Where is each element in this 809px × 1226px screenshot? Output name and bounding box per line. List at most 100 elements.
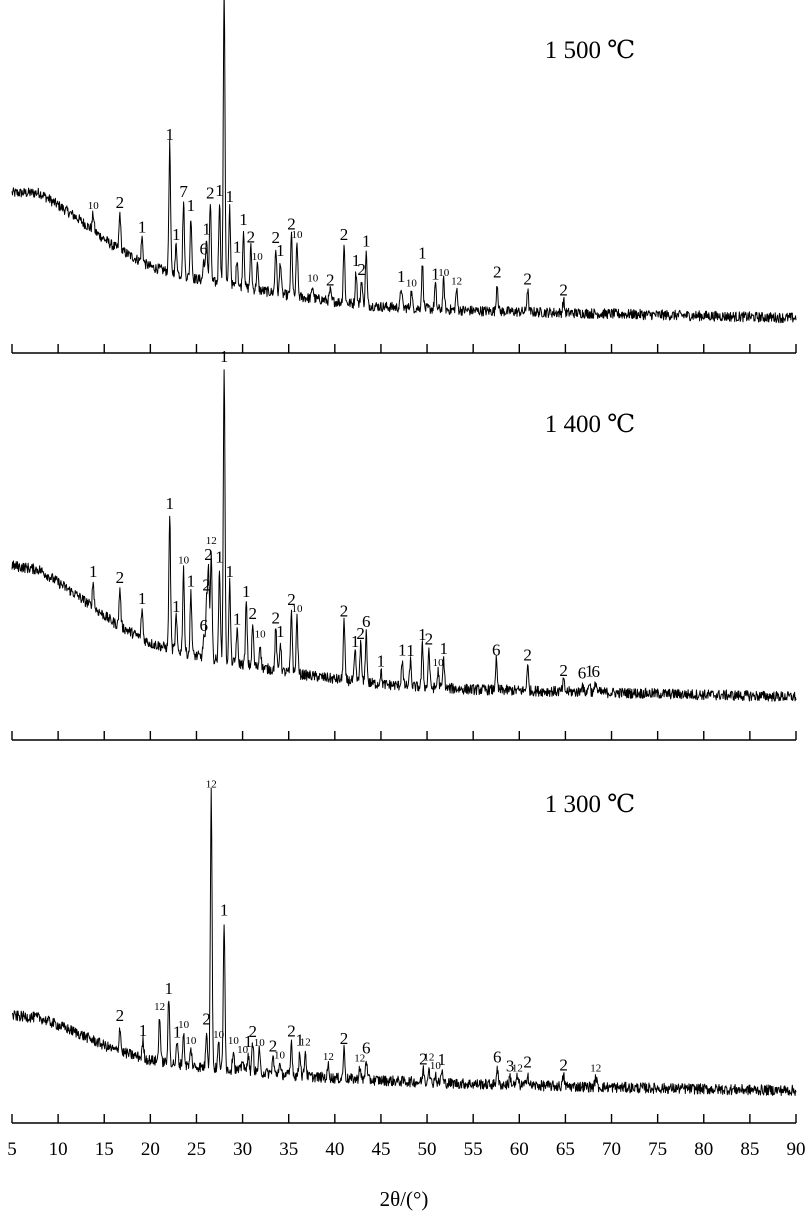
- peak-label: 10: [274, 1050, 286, 1062]
- peak-label: 1: [202, 220, 211, 239]
- x-tick-label: 85: [740, 1139, 759, 1160]
- peak-label: 2: [272, 608, 281, 627]
- peak-label: 10: [213, 1029, 225, 1041]
- peak-label: 1: [89, 562, 98, 581]
- peak-label: 2: [559, 1056, 568, 1075]
- x-tick-label: 5: [7, 1139, 17, 1160]
- xrd-trace: [11, 0, 797, 324]
- peak-label: 12: [590, 1062, 601, 1074]
- peak-label: 1: [362, 232, 371, 251]
- peak-label: 10: [406, 278, 418, 290]
- peak-label: 10: [178, 554, 190, 566]
- peak-label: 10: [88, 200, 100, 212]
- x-tick-label: 80: [694, 1139, 713, 1160]
- peak-label: 10: [438, 267, 450, 279]
- peak-label: 1: [220, 901, 229, 920]
- peak-label: 2: [206, 184, 215, 203]
- peak-label: 2: [287, 1021, 296, 1040]
- peak-label: 1: [418, 625, 427, 644]
- peak-label: 1: [225, 562, 234, 581]
- peak-label: 2: [523, 646, 532, 665]
- x-tick-label: 10: [49, 1139, 68, 1160]
- peak-label: 2: [425, 630, 434, 649]
- peak-label: 12: [323, 1051, 334, 1063]
- peak-label: 2: [357, 260, 366, 279]
- peak-label: 1: [438, 1050, 447, 1069]
- peak-label: 1: [296, 1030, 305, 1049]
- peak-label: 7: [179, 182, 188, 201]
- peak-label: 6: [200, 240, 209, 259]
- x-tick-label: 50: [418, 1139, 437, 1160]
- peak-label: 2: [269, 1037, 278, 1056]
- peak-label: 6: [578, 664, 587, 683]
- peak-label: 6: [200, 616, 209, 635]
- peak-label: 1: [215, 181, 224, 200]
- peak-label: 1: [406, 641, 415, 660]
- peak-label: 10: [430, 1060, 442, 1072]
- xrd-trace: [12, 787, 797, 1096]
- temperature-label: 1 400 ℃: [545, 411, 635, 438]
- peak-label: 6: [362, 612, 371, 631]
- peak-label: 1: [439, 639, 448, 658]
- peak-label: 1: [233, 610, 242, 629]
- peak-label: 1: [165, 125, 174, 144]
- peak-label: 2: [287, 214, 296, 233]
- peak-label: 10: [228, 1035, 240, 1047]
- peak-label: 2: [356, 624, 365, 643]
- x-tick-label: 55: [464, 1139, 483, 1160]
- peak-label: 2: [202, 1009, 211, 1028]
- peak-label: 2: [559, 281, 568, 300]
- peak-label: 1: [139, 1021, 148, 1040]
- peak-label: 10: [307, 272, 319, 284]
- x-tick-label: 45: [371, 1139, 390, 1160]
- peak-label: 12: [300, 1037, 311, 1049]
- x-tick-label: 60: [510, 1139, 529, 1160]
- xrd-trace: [11, 369, 797, 702]
- peak-label: 1: [215, 548, 224, 567]
- peak-label: 2: [272, 228, 281, 247]
- x-tick-label: 40: [325, 1139, 344, 1160]
- peak-label: 1: [172, 225, 181, 244]
- peak-label: 2: [116, 1006, 125, 1025]
- peak-label: 1: [187, 196, 196, 215]
- peak-label: 1: [220, 347, 229, 366]
- peak-label: 1: [244, 1032, 253, 1051]
- peak-label: 1: [418, 243, 427, 262]
- peak-label: 10: [185, 1035, 197, 1047]
- peak-label: 12: [451, 276, 462, 288]
- x-tick-label: 20: [141, 1139, 160, 1160]
- peak-label: 1: [165, 494, 174, 513]
- xrd-panel: 1021117161211111210212101022121110111012…: [11, 0, 797, 354]
- peak-label: 12: [206, 535, 217, 547]
- peak-label: 2: [523, 1053, 532, 1072]
- peak-label: 1: [431, 265, 440, 284]
- peak-label: 1: [138, 218, 147, 237]
- peak-label: 1: [165, 979, 174, 998]
- peak-label: 2: [326, 271, 335, 290]
- peak-label: 10: [252, 251, 264, 263]
- peak-label: 2: [493, 263, 502, 282]
- x-tick-label: 35: [279, 1139, 298, 1160]
- peak-label: 2: [523, 269, 532, 288]
- x-tick-label: 65: [556, 1139, 575, 1160]
- peak-label: 6: [592, 662, 601, 681]
- peak-label: 12: [512, 1063, 523, 1075]
- x-tick-label: 25: [187, 1139, 206, 1160]
- peak-label: 10: [254, 1037, 266, 1049]
- peak-label: 10: [292, 229, 304, 241]
- peak-label: 1: [242, 582, 251, 601]
- x-axis-title: 2θ/(°): [380, 1187, 429, 1211]
- peak-label: 3: [506, 1057, 515, 1076]
- peak-label: 12: [206, 778, 217, 790]
- peak-label: 1: [172, 597, 181, 616]
- peak-label: 12: [154, 1001, 165, 1013]
- peak-label: 1: [239, 210, 248, 229]
- peak-label: 2: [340, 225, 349, 244]
- peak-label: 2: [204, 545, 213, 564]
- peak-label: 2: [247, 228, 256, 247]
- peak-label: 2: [248, 604, 257, 623]
- peak-label: 1: [377, 652, 386, 671]
- x-tick-label: 15: [95, 1139, 114, 1160]
- peak-label: 1: [173, 1023, 182, 1042]
